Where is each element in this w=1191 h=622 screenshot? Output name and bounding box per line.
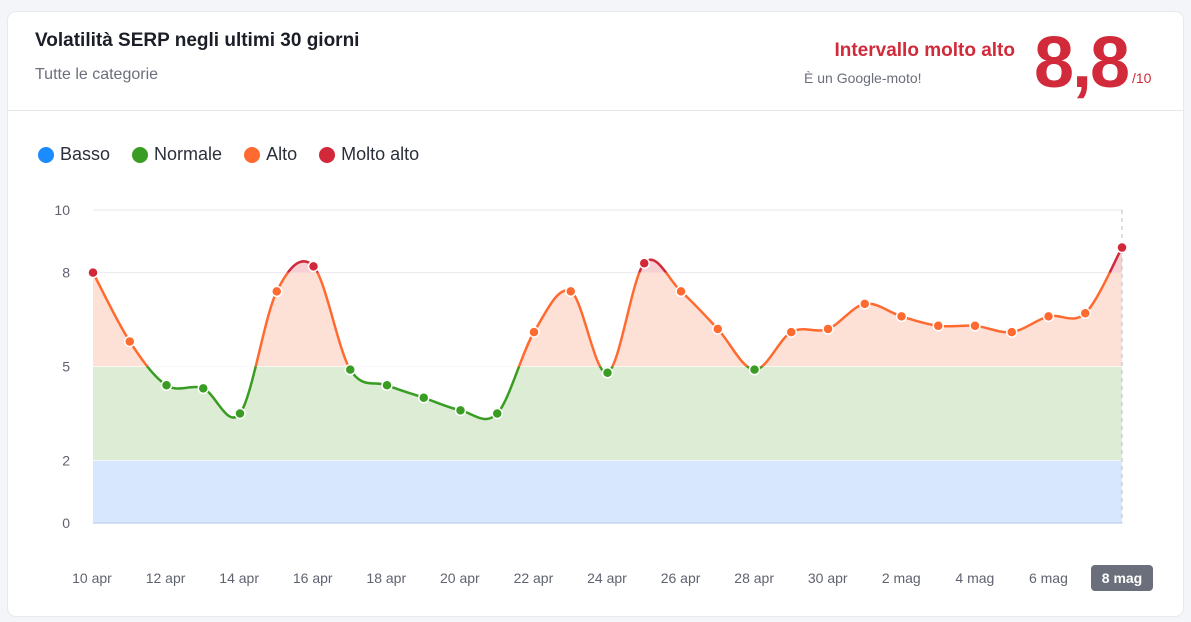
- data-point[interactable]: [307, 260, 320, 273]
- y-tick-label: 2: [62, 452, 70, 468]
- x-tick-label[interactable]: 10 apr: [72, 570, 112, 586]
- x-tick-label[interactable]: 8 mag: [1102, 570, 1142, 586]
- data-point[interactable]: [601, 367, 614, 379]
- x-tick-label[interactable]: 22 apr: [514, 570, 554, 586]
- volatility-score: 8,8: [1034, 23, 1130, 103]
- data-point[interactable]: [124, 335, 136, 348]
- y-tick-label: 0: [62, 515, 70, 531]
- x-tick-label[interactable]: 24 apr: [587, 570, 627, 586]
- legend-dot-icon: [319, 146, 336, 163]
- data-point[interactable]: [234, 407, 246, 420]
- x-tick-label[interactable]: 6 mag: [1029, 570, 1068, 586]
- data-point[interactable]: [969, 320, 981, 332]
- data-point[interactable]: [638, 257, 650, 269]
- x-tick-label[interactable]: 4 mag: [955, 570, 994, 586]
- data-point[interactable]: [1042, 310, 1055, 323]
- data-point[interactable]: [859, 298, 871, 310]
- highlighted-date-badge: [1091, 565, 1153, 591]
- card-title: Volatilità SERP negli ultimi 30 giorni: [35, 30, 360, 51]
- data-point[interactable]: [491, 407, 503, 420]
- data-point[interactable]: [528, 326, 540, 338]
- legend-item-molto-alto[interactable]: Molto alto: [319, 144, 419, 165]
- data-point[interactable]: [197, 382, 209, 395]
- legend-dot-icon: [38, 146, 54, 163]
- data-point[interactable]: [381, 379, 393, 392]
- y-tick-label: 10: [54, 202, 70, 218]
- score-denominator: /10: [1132, 70, 1152, 86]
- data-point[interactable]: [1006, 326, 1018, 338]
- card-header: Volatilità SERP negli ultimi 30 giorni T…: [8, 12, 1183, 111]
- data-point[interactable]: [565, 285, 577, 298]
- data-point[interactable]: [785, 326, 797, 338]
- band-fill-normale: [93, 366, 1122, 461]
- x-tick-label[interactable]: 30 apr: [808, 570, 848, 586]
- volatility-chart[interactable]: 0 2 5 8 10 10 apr 12 apr 14 apr 16 apr 18 apr 20 a…: [8, 12, 1183, 616]
- x-tick-label[interactable]: 28 apr: [734, 570, 774, 586]
- y-tick-label: 5: [62, 359, 70, 375]
- data-point[interactable]: [1079, 307, 1091, 320]
- data-point[interactable]: [1116, 241, 1128, 254]
- range-label: Intervallo molto alto: [834, 40, 1015, 61]
- x-tick-label[interactable]: 20 apr: [440, 570, 480, 586]
- x-tick-label[interactable]: 2 mag: [882, 570, 921, 586]
- x-tick-label[interactable]: 18 apr: [366, 570, 406, 586]
- legend-dot-icon: [132, 146, 149, 163]
- legend-dot-icon: [244, 146, 261, 163]
- legend-label: Normale: [154, 144, 223, 164]
- chart-legend: Basso Normale Alto Molto alto: [38, 144, 419, 165]
- legend-label: Molto alto: [341, 144, 420, 164]
- band-fill-molto-alto: [93, 247, 1122, 273]
- volatility-card: Volatilità SERP negli ultimi 30 giorni T…: [8, 12, 1183, 616]
- data-point[interactable]: [87, 266, 99, 279]
- legend-item-alto[interactable]: Alto: [244, 144, 297, 165]
- data-point[interactable]: [712, 323, 724, 335]
- data-point[interactable]: [748, 363, 761, 376]
- legend-label: Basso: [60, 144, 111, 164]
- range-subtext: È un Google-moto!: [804, 70, 922, 86]
- y-tick-label: 8: [62, 265, 70, 281]
- band-fill-alto: [93, 272, 1122, 367]
- legend-item-basso[interactable]: Basso: [38, 144, 110, 165]
- data-point[interactable]: [454, 404, 467, 417]
- x-tick-label[interactable]: 26 apr: [661, 570, 701, 586]
- legend-item-normale[interactable]: Normale: [132, 144, 222, 165]
- legend-label: Alto: [266, 144, 298, 164]
- band-fill-basso: [93, 460, 1122, 523]
- x-tick-label[interactable]: 14 apr: [219, 570, 259, 586]
- x-tick-label[interactable]: 12 apr: [146, 570, 186, 586]
- data-point[interactable]: [822, 323, 834, 335]
- data-point[interactable]: [675, 285, 687, 298]
- data-point[interactable]: [344, 363, 356, 376]
- data-point[interactable]: [418, 392, 430, 404]
- data-point[interactable]: [160, 379, 173, 392]
- data-point[interactable]: [932, 320, 944, 332]
- data-point[interactable]: [895, 310, 908, 323]
- x-tick-label[interactable]: 16 apr: [293, 570, 333, 586]
- category-filter[interactable]: Tutte le categorie: [35, 66, 159, 83]
- data-point[interactable]: [271, 285, 283, 298]
